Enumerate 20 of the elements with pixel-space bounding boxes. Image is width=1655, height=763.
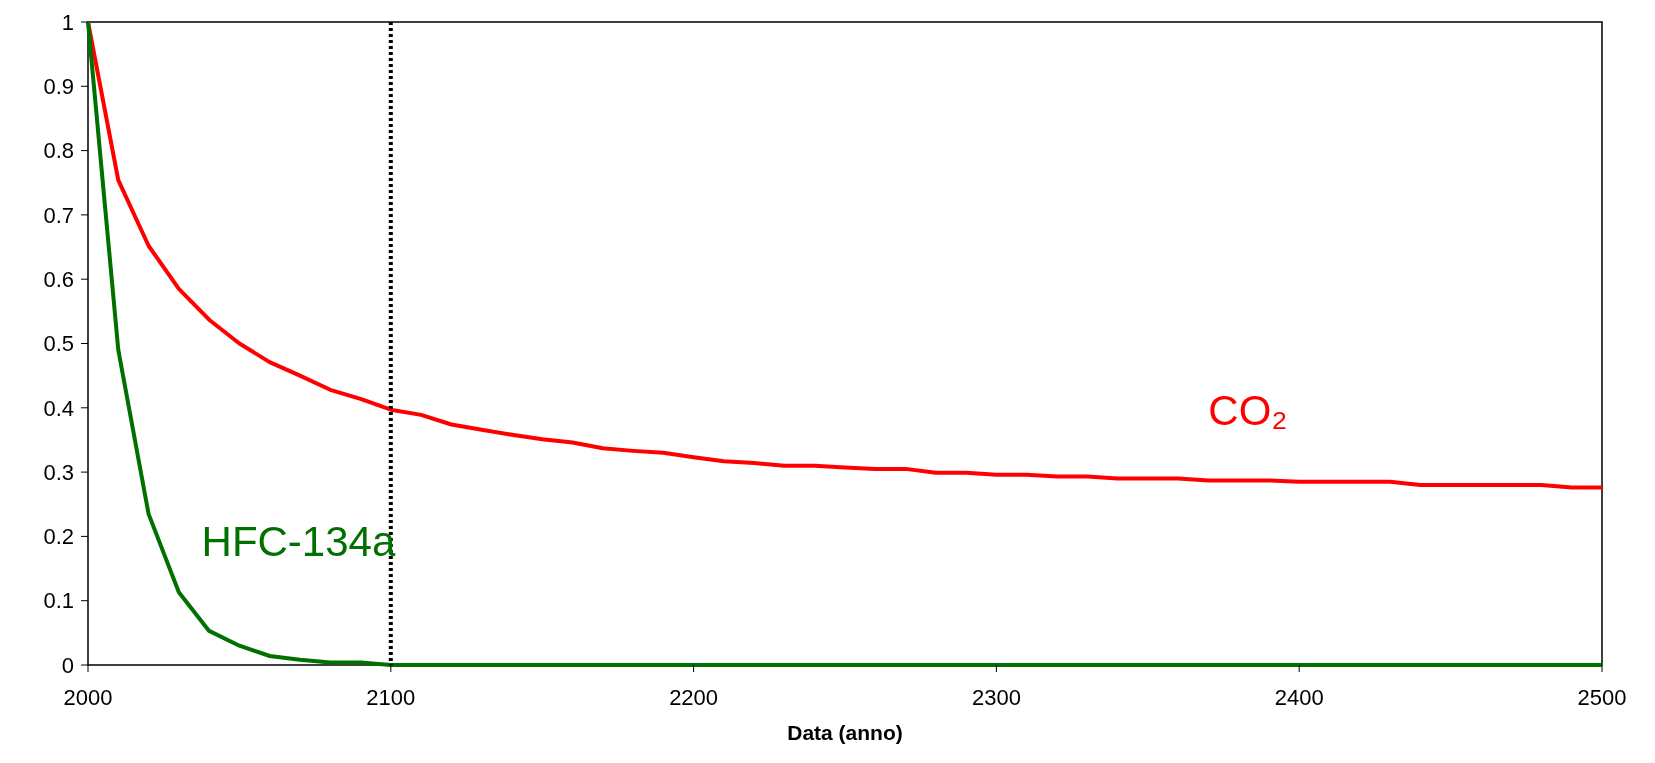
y-tick-label: 0.4 [43, 395, 74, 421]
x-tick-label: 2000 [63, 685, 113, 710]
series-label: CO₂ [1208, 387, 1288, 435]
y-tick-label: 0.1 [43, 588, 74, 614]
x-tick-label: 2500 [1577, 685, 1627, 710]
y-tick-label: 1 [61, 9, 74, 35]
y-tick-label: 0.7 [43, 202, 74, 228]
y-tick-label: 0 [61, 652, 74, 678]
x-tick-label: 2200 [669, 685, 719, 710]
x-tick-label: 2400 [1274, 685, 1324, 710]
y-tick-label: 0.2 [43, 524, 74, 550]
x-tick-label: 2100 [366, 685, 416, 710]
x-tick-label: 2300 [971, 685, 1021, 710]
y-tick-label: 0.9 [43, 74, 74, 99]
x-axis-title: Data (anno) [787, 721, 903, 744]
series-label: HFC-134a [201, 517, 396, 565]
y-tick-label: 0.6 [43, 266, 74, 292]
y-tick-label: 0.8 [43, 138, 74, 164]
y-tick-label: 0.5 [43, 331, 74, 357]
y-tick-label: 0.3 [43, 459, 74, 485]
